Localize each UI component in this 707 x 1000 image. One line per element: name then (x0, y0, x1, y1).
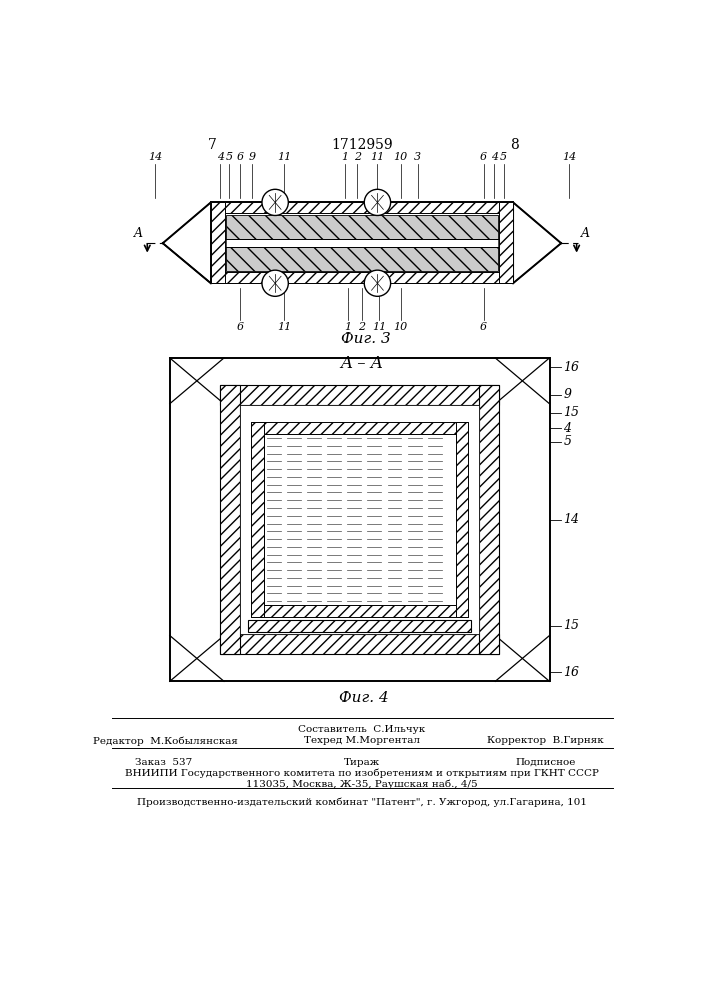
Text: 3: 3 (414, 152, 421, 162)
Text: 6: 6 (237, 152, 244, 162)
Text: 5: 5 (226, 152, 233, 162)
Bar (211, 202, 225, 283)
Text: Заказ  537: Заказ 537 (135, 758, 192, 767)
Bar (456, 422, 468, 617)
Bar (226, 239, 498, 247)
Bar (264, 434, 456, 605)
Text: A: A (581, 227, 590, 240)
Text: Производственно-издательский комбинат "Патент", г. Ужгород, ул.Гагарина, 101: Производственно-издательский комбинат "П… (137, 798, 587, 807)
Bar (248, 620, 472, 632)
Bar (226, 215, 498, 239)
Polygon shape (513, 202, 561, 283)
Text: 7: 7 (208, 138, 217, 152)
Text: ВНИИПИ Государственного комитета по изобретениям и открытиям при ГКНТ СССР: ВНИИПИ Государственного комитета по изоб… (125, 768, 599, 778)
Bar (222, 272, 502, 283)
Bar (226, 247, 498, 271)
Text: 4: 4 (491, 152, 498, 162)
Text: 14: 14 (563, 513, 580, 526)
Text: 4: 4 (563, 422, 571, 434)
Text: A: A (134, 227, 143, 240)
Text: Фиг. 4: Фиг. 4 (339, 691, 388, 705)
Text: 113035, Москва, Ж-35, Раушская наб., 4/5: 113035, Москва, Ж-35, Раушская наб., 4/5 (246, 779, 478, 789)
Text: Корректор  В.Гирняк: Корректор В.Гирняк (487, 736, 604, 745)
Bar (220, 385, 499, 405)
Text: 4: 4 (216, 152, 223, 162)
Text: A – A: A – A (341, 355, 383, 372)
Bar (251, 422, 264, 617)
Bar (251, 422, 468, 434)
Text: Фиг. 3: Фиг. 3 (341, 332, 391, 346)
Text: 5: 5 (501, 152, 508, 162)
Text: 8: 8 (510, 138, 519, 152)
Text: 14: 14 (148, 152, 162, 162)
Bar (240, 405, 479, 634)
Text: 6: 6 (237, 322, 244, 332)
Circle shape (262, 189, 288, 215)
Circle shape (364, 270, 391, 296)
Text: 11: 11 (277, 322, 291, 332)
Bar (499, 202, 513, 283)
Bar (222, 202, 502, 213)
Circle shape (364, 189, 391, 215)
Bar (220, 634, 499, 654)
Text: 9: 9 (248, 152, 255, 162)
Circle shape (262, 270, 288, 296)
Text: 15: 15 (563, 406, 580, 419)
Text: 14: 14 (562, 152, 576, 162)
Text: 2: 2 (354, 152, 361, 162)
Text: 16: 16 (563, 361, 580, 374)
Text: 10: 10 (394, 152, 408, 162)
Bar (211, 202, 513, 283)
Text: 2: 2 (358, 322, 366, 332)
Text: Техред М.Моргентал: Техред М.Моргентал (304, 736, 420, 745)
Text: 15: 15 (563, 619, 580, 632)
Bar (479, 385, 499, 654)
Text: 5: 5 (563, 435, 571, 448)
Bar (220, 385, 240, 654)
Text: 6: 6 (480, 152, 487, 162)
Text: Составитель  С.Ильчук: Составитель С.Ильчук (298, 725, 426, 734)
Text: 1: 1 (344, 322, 351, 332)
Text: 1: 1 (341, 152, 349, 162)
Text: 16: 16 (563, 666, 580, 679)
Text: 1712959: 1712959 (331, 138, 393, 152)
Bar (251, 605, 468, 617)
Bar (170, 358, 549, 681)
Text: Тираж: Тираж (344, 758, 380, 767)
Text: 11: 11 (277, 152, 291, 162)
Text: 6: 6 (480, 322, 487, 332)
Text: 10: 10 (394, 322, 408, 332)
Text: 9: 9 (563, 388, 571, 401)
Text: Редактор  М.Кобылянская: Редактор М.Кобылянская (93, 736, 238, 746)
Text: 11: 11 (372, 322, 386, 332)
Text: Подписное: Подписное (515, 758, 575, 767)
Polygon shape (163, 202, 211, 283)
Text: 11: 11 (370, 152, 385, 162)
